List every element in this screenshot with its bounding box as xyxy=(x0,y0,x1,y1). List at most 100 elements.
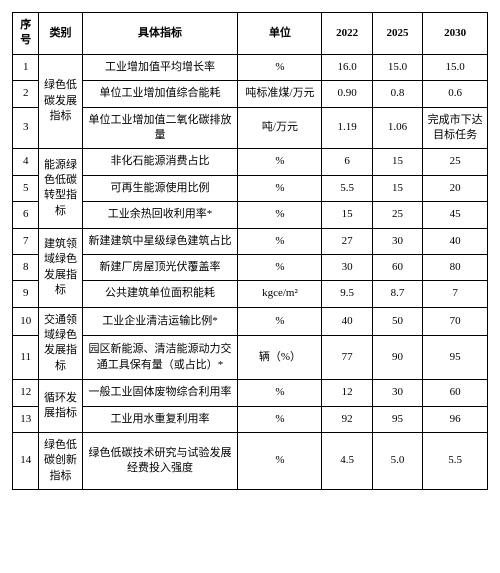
cell-seq: 7 xyxy=(13,228,39,254)
table-row: 4 能源绿色低碳转型指标 非化石能源消费占比 % 6 15 25 xyxy=(13,149,488,175)
cell-2022: 30 xyxy=(322,254,372,280)
table-row: 9 公共建筑单位面积能耗 kgce/m² 9.5 8.7 7 xyxy=(13,281,488,307)
cell-2022: 16.0 xyxy=(322,54,372,80)
table-body: 1 绿色低碳发展指标 工业增加值平均增长率 % 16.0 15.0 15.0 2… xyxy=(13,54,488,489)
cell-seq: 12 xyxy=(13,380,39,406)
cell-2022: 77 xyxy=(322,335,372,379)
cell-2022: 6 xyxy=(322,149,372,175)
cell-2025: 8.7 xyxy=(372,281,422,307)
cell-2025: 30 xyxy=(372,380,422,406)
cell-2030: 80 xyxy=(423,254,488,280)
category-cell: 绿色低碳发展指标 xyxy=(39,54,82,149)
cell-2030: 20 xyxy=(423,175,488,201)
table-row: 7 建筑领域绿色发展指标 新建建筑中星级绿色建筑占比 % 27 30 40 xyxy=(13,228,488,254)
cell-indicator: 绿色低碳技术研究与试验发展经费投入强度 xyxy=(82,433,238,490)
cell-unit: % xyxy=(238,149,322,175)
cell-2022: 40 xyxy=(322,307,372,335)
cell-unit: % xyxy=(238,406,322,432)
cell-2030: 40 xyxy=(423,228,488,254)
cell-2022: 5.5 xyxy=(322,175,372,201)
cell-2030: 15.0 xyxy=(423,54,488,80)
cell-seq: 9 xyxy=(13,281,39,307)
cell-indicator: 工业余热回收利用率* xyxy=(82,202,238,228)
cell-2030: 96 xyxy=(423,406,488,432)
cell-2025: 15.0 xyxy=(372,54,422,80)
cell-2030: 完成市下达目标任务 xyxy=(423,107,488,149)
col-indicator: 具体指标 xyxy=(82,13,238,55)
category-cell: 建筑领域绿色发展指标 xyxy=(39,228,82,307)
cell-indicator: 单位工业增加值二氧化碳排放量 xyxy=(82,107,238,149)
cell-2025: 15 xyxy=(372,175,422,201)
cell-seq: 10 xyxy=(13,307,39,335)
cell-indicator: 一般工业固体废物综合利用率 xyxy=(82,380,238,406)
cell-2022: 27 xyxy=(322,228,372,254)
table-row: 10 交通领域绿色发展指标 工业企业清洁运输比例* % 40 50 70 xyxy=(13,307,488,335)
col-2030: 2030 xyxy=(423,13,488,55)
cell-indicator: 非化石能源消费占比 xyxy=(82,149,238,175)
col-category: 类别 xyxy=(39,13,82,55)
cell-2025: 0.8 xyxy=(372,81,422,107)
cell-unit: 吨/万元 xyxy=(238,107,322,149)
cell-seq: 14 xyxy=(13,433,39,490)
cell-unit: % xyxy=(238,433,322,490)
cell-unit: 吨标准煤/万元 xyxy=(238,81,322,107)
cell-2025: 95 xyxy=(372,406,422,432)
table-row: 5 可再生能源使用比例 % 5.5 15 20 xyxy=(13,175,488,201)
cell-2022: 1.19 xyxy=(322,107,372,149)
cell-unit: % xyxy=(238,175,322,201)
cell-2030: 7 xyxy=(423,281,488,307)
cell-2022: 0.90 xyxy=(322,81,372,107)
cell-seq: 8 xyxy=(13,254,39,280)
table-row: 2 单位工业增加值综合能耗 吨标准煤/万元 0.90 0.8 0.6 xyxy=(13,81,488,107)
table-row: 12 循环发展指标 一般工业固体废物综合利用率 % 12 30 60 xyxy=(13,380,488,406)
cell-2022: 12 xyxy=(322,380,372,406)
cell-2025: 30 xyxy=(372,228,422,254)
cell-seq: 13 xyxy=(13,406,39,432)
cell-indicator: 新建厂房屋顶光伏覆盖率 xyxy=(82,254,238,280)
cell-unit: 辆（%） xyxy=(238,335,322,379)
table-row: 11 园区新能源、清洁能源动力交通工具保有量（或占比）* 辆（%） 77 90 … xyxy=(13,335,488,379)
cell-seq: 1 xyxy=(13,54,39,80)
col-2025: 2025 xyxy=(372,13,422,55)
cell-2025: 60 xyxy=(372,254,422,280)
category-cell: 交通领域绿色发展指标 xyxy=(39,307,82,380)
cell-2025: 5.0 xyxy=(372,433,422,490)
table-row: 3 单位工业增加值二氧化碳排放量 吨/万元 1.19 1.06 完成市下达目标任… xyxy=(13,107,488,149)
table-header-row: 序号 类别 具体指标 单位 2022 2025 2030 xyxy=(13,13,488,55)
table-row: 13 工业用水重复利用率 % 92 95 96 xyxy=(13,406,488,432)
cell-indicator: 工业企业清洁运输比例* xyxy=(82,307,238,335)
cell-unit: % xyxy=(238,254,322,280)
cell-seq: 3 xyxy=(13,107,39,149)
category-cell: 绿色低碳创新指标 xyxy=(39,433,82,490)
cell-2030: 0.6 xyxy=(423,81,488,107)
cell-unit: % xyxy=(238,228,322,254)
cell-seq: 4 xyxy=(13,149,39,175)
cell-indicator: 新建建筑中星级绿色建筑占比 xyxy=(82,228,238,254)
cell-2022: 9.5 xyxy=(322,281,372,307)
cell-unit: kgce/m² xyxy=(238,281,322,307)
cell-2030: 5.5 xyxy=(423,433,488,490)
cell-seq: 11 xyxy=(13,335,39,379)
cell-2030: 45 xyxy=(423,202,488,228)
cell-unit: % xyxy=(238,307,322,335)
cell-indicator: 公共建筑单位面积能耗 xyxy=(82,281,238,307)
indicator-table: 序号 类别 具体指标 单位 2022 2025 2030 1 绿色低碳发展指标 … xyxy=(12,12,488,490)
cell-2030: 95 xyxy=(423,335,488,379)
category-cell: 能源绿色低碳转型指标 xyxy=(39,149,82,228)
cell-seq: 5 xyxy=(13,175,39,201)
cell-seq: 6 xyxy=(13,202,39,228)
cell-2030: 60 xyxy=(423,380,488,406)
cell-2022: 4.5 xyxy=(322,433,372,490)
cell-2030: 25 xyxy=(423,149,488,175)
table-row: 6 工业余热回收利用率* % 15 25 45 xyxy=(13,202,488,228)
table-row: 8 新建厂房屋顶光伏覆盖率 % 30 60 80 xyxy=(13,254,488,280)
cell-2025: 1.06 xyxy=(372,107,422,149)
cell-2030: 70 xyxy=(423,307,488,335)
cell-2025: 15 xyxy=(372,149,422,175)
cell-2025: 50 xyxy=(372,307,422,335)
cell-indicator: 工业增加值平均增长率 xyxy=(82,54,238,80)
cell-indicator: 可再生能源使用比例 xyxy=(82,175,238,201)
cell-2022: 15 xyxy=(322,202,372,228)
table-row: 14 绿色低碳创新指标 绿色低碳技术研究与试验发展经费投入强度 % 4.5 5.… xyxy=(13,433,488,490)
table-row: 1 绿色低碳发展指标 工业增加值平均增长率 % 16.0 15.0 15.0 xyxy=(13,54,488,80)
